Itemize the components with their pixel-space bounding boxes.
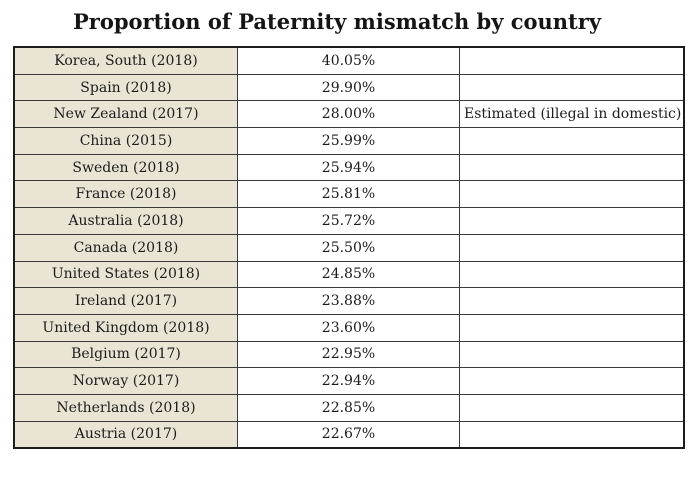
- country-cell: Spain (2018): [13, 73, 238, 102]
- country-cell: Canada (2018): [13, 233, 238, 262]
- note-cell: [459, 233, 685, 262]
- table-row: Norway (2017) 22.94%: [13, 367, 685, 395]
- country-cell: New Zealand (2017): [13, 100, 238, 129]
- table-row: France (2018) 25.81%: [13, 180, 685, 209]
- country-cell: United States (2018): [13, 260, 238, 289]
- table-row: New Zealand (2017) 28.00% Estimated (ill…: [13, 100, 685, 129]
- value-cell: 25.94%: [237, 153, 460, 182]
- note-cell: [459, 207, 685, 235]
- value-cell: 25.81%: [237, 180, 460, 209]
- note-cell: [459, 73, 685, 102]
- country-cell: Austria (2017): [13, 420, 238, 449]
- value-cell: 24.85%: [237, 260, 460, 289]
- country-cell: Belgium (2017): [13, 340, 238, 369]
- table-row: Belgium (2017) 22.95%: [13, 340, 685, 369]
- table-row: Spain (2018) 29.90%: [13, 73, 685, 102]
- note-cell: [459, 153, 685, 182]
- value-cell: 22.94%: [237, 367, 460, 395]
- note-cell: [459, 367, 685, 395]
- table-row: United Kingdom (2018) 23.60%: [13, 313, 685, 342]
- note-cell: [459, 313, 685, 342]
- note-cell: [459, 127, 685, 155]
- value-cell: 22.67%: [237, 420, 460, 449]
- value-cell: 28.00%: [237, 100, 460, 129]
- value-cell: 23.60%: [237, 313, 460, 342]
- country-cell: Netherlands (2018): [13, 393, 238, 422]
- note-cell: [459, 260, 685, 289]
- note-cell: [459, 287, 685, 315]
- note-cell: [459, 180, 685, 209]
- value-cell: 22.95%: [237, 340, 460, 369]
- value-cell: 29.90%: [237, 73, 460, 102]
- note-cell: [459, 46, 685, 75]
- country-cell: China (2015): [13, 127, 238, 155]
- value-cell: 23.88%: [237, 287, 460, 315]
- table-row: United States (2018) 24.85%: [13, 260, 685, 289]
- note-cell: [459, 420, 685, 449]
- table-row: Austria (2017) 22.67%: [13, 420, 685, 449]
- table-row: Canada (2018) 25.50%: [13, 233, 685, 262]
- note-cell: Estimated (illegal in domestic): [459, 100, 685, 129]
- paternity-mismatch-figure: Proportion of Paternity mismatch by coun…: [13, 8, 685, 450]
- paternity-table: Korea, South (2018) 40.05% Spain (2018) …: [13, 46, 685, 450]
- country-cell: Korea, South (2018): [13, 46, 238, 75]
- value-cell: 25.50%: [237, 233, 460, 262]
- table-row: Korea, South (2018) 40.05%: [13, 46, 685, 75]
- country-cell: France (2018): [13, 180, 238, 209]
- chart-title: Proportion of Paternity mismatch by coun…: [72, 9, 602, 34]
- country-cell: Ireland (2017): [13, 287, 238, 315]
- value-cell: 22.85%: [237, 393, 460, 422]
- country-cell: Sweden (2018): [13, 153, 238, 182]
- note-cell: [459, 393, 685, 422]
- country-cell: United Kingdom (2018): [13, 313, 238, 342]
- note-cell: [459, 340, 685, 369]
- table-row: Australia (2018) 25.72%: [13, 207, 685, 235]
- table-row: Sweden (2018) 25.94%: [13, 153, 685, 182]
- value-cell: 25.72%: [237, 207, 460, 235]
- table-row: China (2015) 25.99%: [13, 127, 685, 155]
- table-row: Ireland (2017) 23.88%: [13, 287, 685, 315]
- country-cell: Norway (2017): [13, 367, 238, 395]
- value-cell: 40.05%: [237, 46, 460, 75]
- value-cell: 25.99%: [237, 127, 460, 155]
- table-row: Netherlands (2018) 22.85%: [13, 393, 685, 422]
- country-cell: Australia (2018): [13, 207, 238, 235]
